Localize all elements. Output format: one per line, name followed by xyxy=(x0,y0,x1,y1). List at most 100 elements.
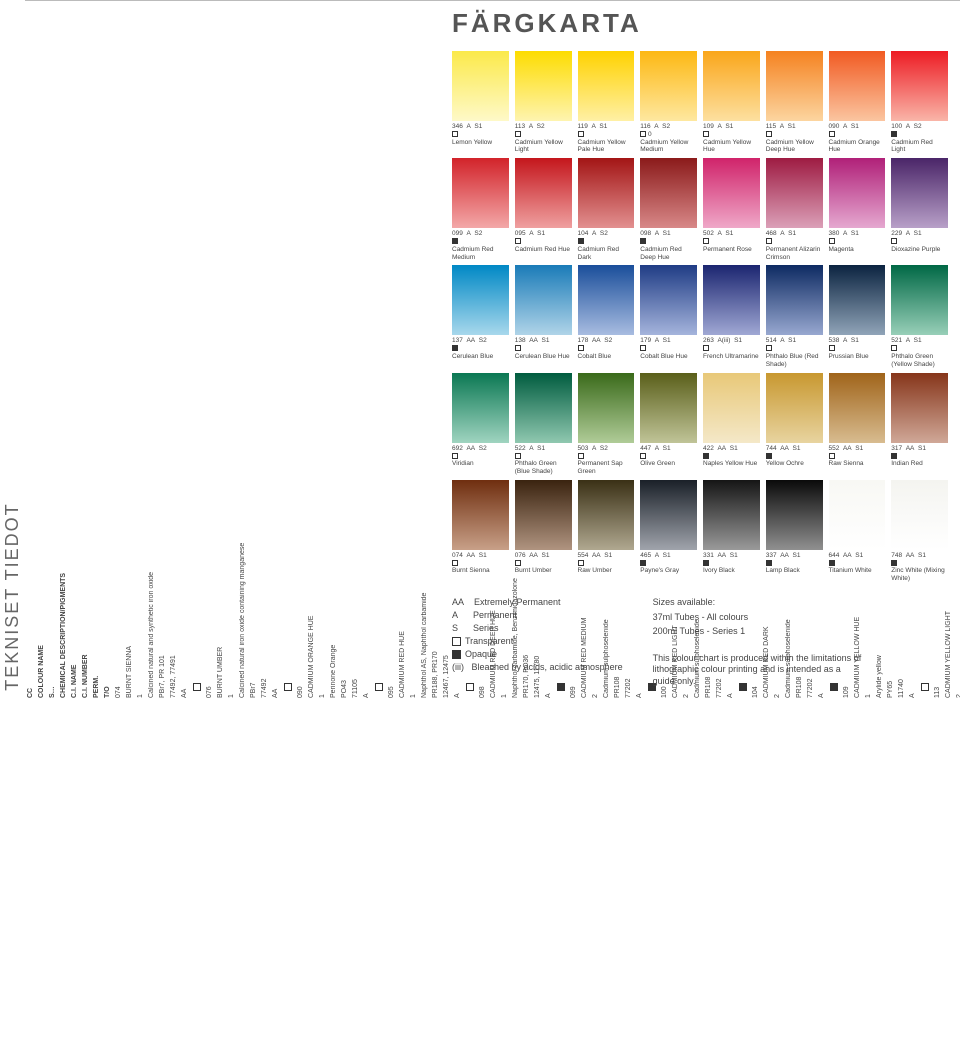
tech-cell-cinum: 12475, 11780 xyxy=(532,631,543,699)
color-swatch xyxy=(515,265,572,335)
swatch-block: 115 A S1Cadmium Yellow Deep Hue xyxy=(766,51,823,154)
swatch-opacity-icon xyxy=(891,238,897,244)
swatch-block: 138 AA S1Cerulean Blue Hue xyxy=(515,265,572,368)
tech-cell-perm: AA xyxy=(270,669,281,699)
swatch-opacity-icon xyxy=(703,560,709,566)
swatch-block: 744 AA S1Yellow Ochre xyxy=(766,373,823,476)
swatch-label: 380 A S1Magenta xyxy=(829,228,886,253)
tech-cell-ci: PR108 xyxy=(794,645,805,699)
tech-cell-desc: Arylide yellow xyxy=(874,529,885,699)
tech-cell-ser: 2 xyxy=(954,683,960,699)
color-swatch xyxy=(578,158,635,228)
technical-section: TEKNISET TIEDOT CCCOLOUR NAMESERIESCHEMI… xyxy=(0,0,440,699)
opacity-icon xyxy=(284,683,292,691)
swatch-opacity-icon xyxy=(578,131,584,137)
tech-title: TEKNISET TIEDOT xyxy=(0,0,25,699)
swatch-label: 263 A(iii) S1French Ultramarine xyxy=(703,335,760,360)
swatch-opacity-icon xyxy=(452,560,458,566)
tech-row: 076BURNT UMBER1Calcined natural iron oxi… xyxy=(204,0,295,699)
color-swatch xyxy=(891,480,948,550)
swatch-label: 346 A S1Lemon Yellow xyxy=(452,121,509,146)
swatch-opacity-icon xyxy=(578,345,584,351)
swatch-block: 104 A S2Cadmium Red Dark xyxy=(578,158,635,261)
color-swatch xyxy=(703,373,760,443)
swatch-opacity-icon xyxy=(766,131,772,137)
tech-row: 090CADMIUM ORANGE HUE1Perinone OrangePO4… xyxy=(295,0,386,699)
swatch-label: 502 A S1Permanent Rose xyxy=(703,228,760,253)
color-swatch xyxy=(891,51,948,121)
tech-cell-desc: Cadmium sulphoselenide xyxy=(783,529,794,699)
swatch-opacity-icon xyxy=(703,453,709,459)
tech-cell-name: CADMIUM RED LIGHT xyxy=(670,579,681,699)
swatch-block: 748 AA S1Zinc White (Mixing White) xyxy=(891,480,948,583)
swatch-opacity-icon xyxy=(829,238,835,244)
tech-header-ci: C.I. NAME xyxy=(69,645,80,699)
swatch-grid: 346 A S1Lemon Yellow113 A S2Cadmium Yell… xyxy=(452,51,948,583)
tech-cell-ser: 2 xyxy=(772,683,783,699)
tech-cell-tio xyxy=(281,681,295,699)
tech-cell-ci: PY65 xyxy=(885,645,896,699)
tech-cell-desc: Cadmium sulphoselenide xyxy=(601,529,612,699)
swatch-block: 692 AA S2Viridian xyxy=(452,373,509,476)
swatch-opacity-icon xyxy=(515,238,521,244)
swatch-opacity-icon xyxy=(829,560,835,566)
tech-cell-name: CADMIUM RED DARK xyxy=(761,579,772,699)
swatch-opacity-icon xyxy=(766,345,772,351)
tech-cell-desc: Calcined natural iron oxide containing m… xyxy=(237,529,248,699)
swatch-opacity-icon xyxy=(891,345,897,351)
swatch-label: 100 A S2Cadmium Red Light xyxy=(891,121,948,154)
swatch-label: 098 A S1Cadmium Red Deep Hue xyxy=(640,228,697,261)
swatch-label: 317 AA S1Indian Red xyxy=(891,443,948,468)
tech-cell-name: CADMIUM YELLOW HUE xyxy=(852,579,863,699)
tech-cell-ci: PR170, PO36 xyxy=(521,645,532,699)
swatch-block: 503 A S2Permanent Sap Green xyxy=(578,373,635,476)
swatch-block: 178 AA S2Cobalt Blue xyxy=(578,265,635,368)
tech-header-cinum: C.I. NUMBER xyxy=(80,631,91,699)
tech-cell-ser: 1 xyxy=(317,683,328,699)
color-swatch xyxy=(515,480,572,550)
swatch-label: 521 A S1Phthalo Green (Yellow Shade) xyxy=(891,335,948,368)
color-swatch xyxy=(640,265,697,335)
color-swatch xyxy=(452,51,509,121)
swatch-label: 138 AA S1Cerulean Blue Hue xyxy=(515,335,572,360)
swatch-opacity-icon xyxy=(640,560,646,566)
swatch-label: 514 A S1Phthalo Blue (Red Shade) xyxy=(766,335,823,368)
tech-cell-perm: AA xyxy=(179,669,190,699)
tech-cell-perm: A xyxy=(634,669,645,699)
tech-cell-ser: 2 xyxy=(590,683,601,699)
swatch-opacity-icon xyxy=(766,453,772,459)
tech-cell-perm: A xyxy=(907,669,918,699)
swatch-block: 514 A S1Phthalo Blue (Red Shade) xyxy=(766,265,823,368)
swatch-label: 076 AA S1Burnt Umber xyxy=(515,550,572,575)
tech-cell-ser: 2 xyxy=(681,683,692,699)
color-swatch xyxy=(452,158,509,228)
sizes-200ml: 200ml Tubes - Series 1 xyxy=(653,626,863,638)
tech-cell-cc: 095 xyxy=(386,681,397,699)
swatch-opacity-icon xyxy=(829,453,835,459)
legend-a: A Permanent xyxy=(452,610,623,620)
swatch-block: 090 A S1Cadmium Orange Hue xyxy=(829,51,886,154)
tech-header-desc: CHEMICAL DESCRIPTION/PIGMENTS xyxy=(58,529,69,699)
tech-cell-cc: 076 xyxy=(204,681,215,699)
swatch-opacity-icon xyxy=(452,238,458,244)
tech-cell-ci: PR108 xyxy=(612,645,623,699)
swatch-label: 422 AA S1Naples Yellow Hue xyxy=(703,443,760,468)
swatch-opacity-icon xyxy=(891,453,897,459)
swatch-label: 109 A S1Cadmium Yellow Hue xyxy=(703,121,760,154)
page: TEKNISET TIEDOT CCCOLOUR NAMESERIESCHEMI… xyxy=(0,0,960,699)
tech-cell-ci: PO43 xyxy=(339,645,350,699)
tech-cell-ser: 1 xyxy=(499,683,510,699)
swatch-label: 137 AA S2Cerulean Blue xyxy=(452,335,509,360)
tech-header-cc: CC xyxy=(25,681,36,699)
swatch-label: 503 A S2Permanent Sap Green xyxy=(578,443,635,476)
swatch-block: 099 A S2Cadmium Red Medium xyxy=(452,158,509,261)
swatch-opacity-icon xyxy=(578,453,584,459)
swatch-label: 522 A S1Phthalo Green (Blue Shade) xyxy=(515,443,572,476)
tech-cell-perm: A xyxy=(452,669,463,699)
swatch-block: 380 A S1Magenta xyxy=(829,158,886,261)
swatch-opacity-icon xyxy=(452,345,458,351)
tech-row: 074BURNT SIENNA1Calcined natural and syn… xyxy=(113,0,204,699)
swatch-block: 346 A S1Lemon Yellow xyxy=(452,51,509,154)
color-swatch xyxy=(515,51,572,121)
swatch-label: 116 A S2 0Cadmium Yellow Medium xyxy=(640,121,697,154)
